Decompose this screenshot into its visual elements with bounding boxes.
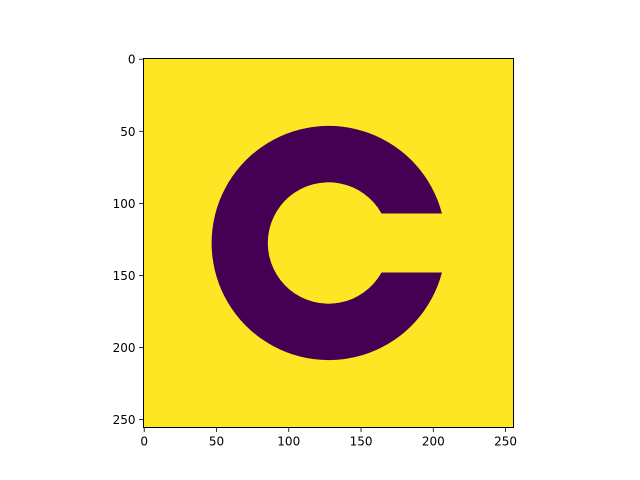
axes-frame: [143, 58, 514, 428]
y-tick-label: 150: [113, 269, 136, 283]
y-tick-label: 200: [113, 341, 136, 355]
axes: 0 50 100 150 200 250 0 50 100 150 200 250: [113, 53, 517, 449]
image-area: [143, 58, 514, 428]
y-tick-label: 0: [128, 53, 136, 67]
x-tick-label: 0: [140, 435, 148, 449]
image-background: [143, 58, 514, 428]
y-tick-label: 50: [120, 125, 135, 139]
y-tick-label: 100: [113, 197, 136, 211]
x-tick-label: 50: [209, 435, 224, 449]
x-tick-label: 100: [277, 435, 300, 449]
x-tick-label: 150: [350, 435, 373, 449]
x-tick-label: 200: [422, 435, 445, 449]
x-tick-label: 250: [494, 435, 517, 449]
c-shape-region: [211, 125, 442, 361]
y-tick-label: 250: [113, 413, 136, 427]
